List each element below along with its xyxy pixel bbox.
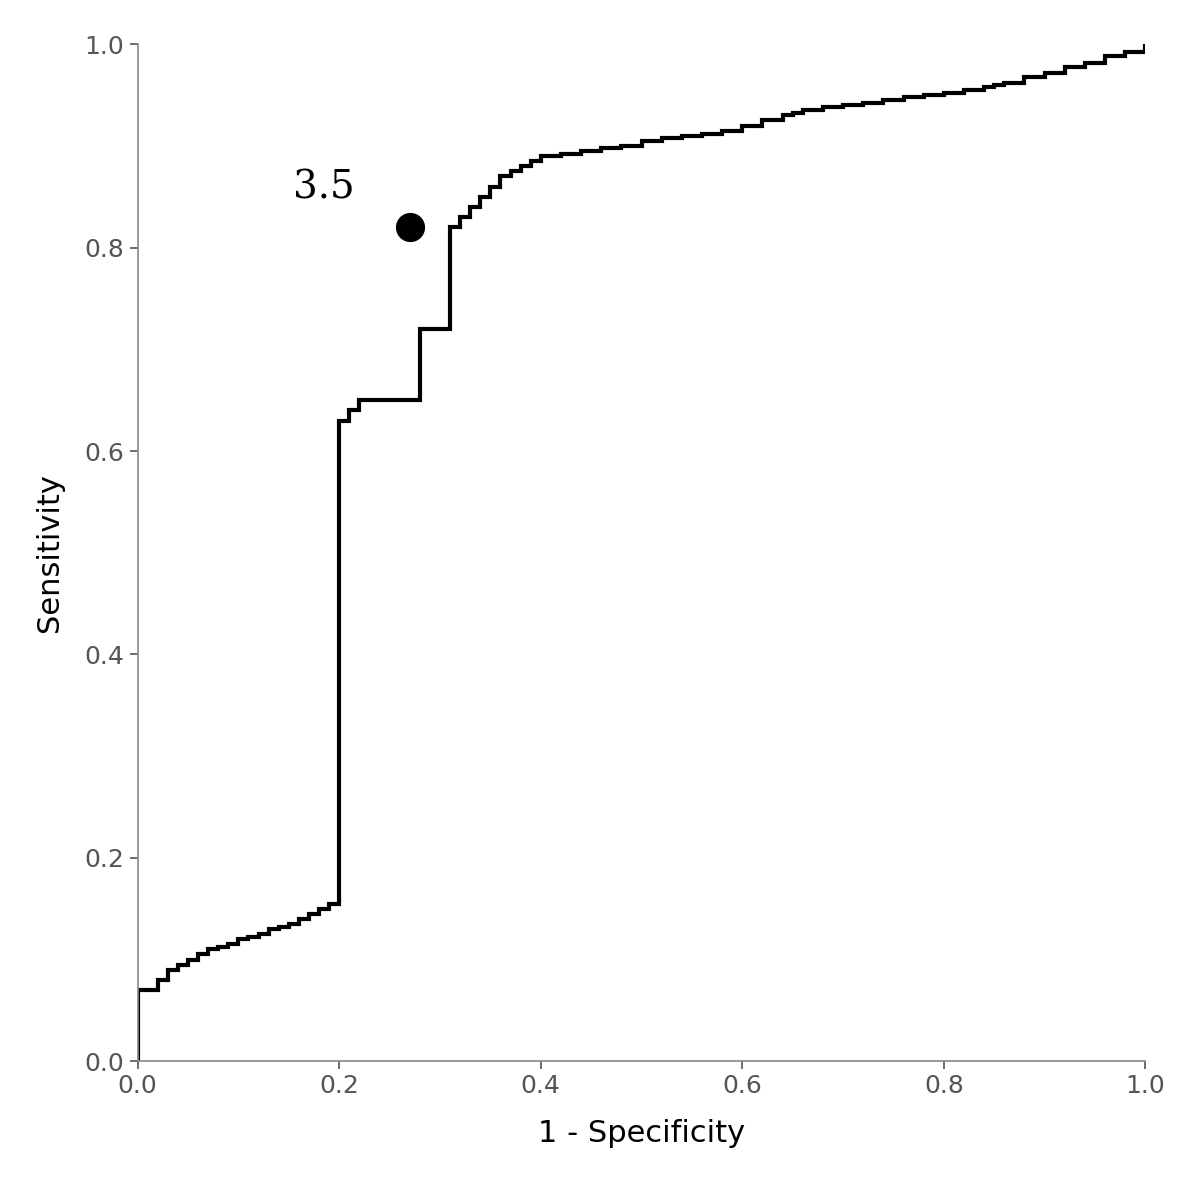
Y-axis label: Sensitivity: Sensitivity <box>35 473 64 632</box>
Text: 3.5: 3.5 <box>293 170 355 207</box>
X-axis label: 1 - Specificity: 1 - Specificity <box>538 1119 745 1149</box>
